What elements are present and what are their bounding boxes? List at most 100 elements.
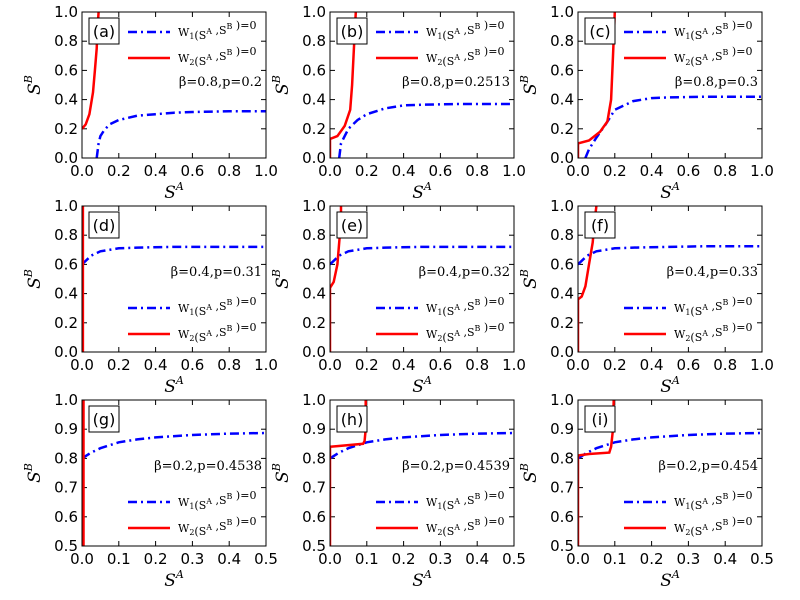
x-axis-label: SA: [164, 374, 184, 397]
panel-label-box: [336, 211, 368, 239]
x-axis-label: SA: [660, 374, 680, 397]
y-tick-label: 0.8: [550, 449, 574, 467]
x-tick-label: 1.0: [750, 162, 774, 180]
axes-frame: [329, 399, 515, 547]
x-tick-label: 0.8: [465, 162, 489, 180]
y-axis-label: SB: [270, 463, 293, 483]
panel-g: 0.0 0.1 0.2 0.3 0.4 0.5 0.5 0.6 0.7 0.8 0.9 1.0 (g) W…: [22, 391, 278, 591]
x-tick-label: 0.2: [355, 356, 379, 374]
plot-area: [330, 12, 514, 158]
x-tick-label: 1.0: [502, 356, 526, 374]
panel-c: 0.0 0.2 0.4 0.6 0.8 1.0 0.0 0.2 0.4 0.6 0.8 1.0 (c) W…: [518, 3, 774, 203]
y-tick-label: 0.4: [302, 91, 326, 109]
y-tick-label: 0.8: [302, 32, 326, 50]
x-tick-label: 0.5: [750, 550, 774, 568]
x-tick-label: 0.8: [217, 356, 241, 374]
x-tick-label: 0.1: [603, 550, 627, 568]
x-tick-label: 0.0: [70, 550, 94, 568]
y-tick-label: 0.6: [54, 508, 78, 526]
y-tick-label: 0.4: [550, 285, 574, 303]
y-axis-label: SB: [518, 75, 541, 95]
y-axis-label: SB: [270, 75, 293, 95]
x-tick-label: 0.2: [603, 162, 627, 180]
y-tick-label: 0.9: [54, 420, 78, 438]
x-tick-label: 0.0: [318, 162, 342, 180]
x-tick-label: 0.3: [428, 550, 452, 568]
x-tick-label: 0.6: [676, 162, 700, 180]
parameter-annotation: β=0.4,p=0.33: [667, 265, 758, 280]
w1-series-line: [337, 102, 514, 158]
y-tick-label: 0.2: [54, 314, 78, 332]
axes-frame: [81, 399, 267, 547]
x-tick-label: 0.4: [217, 550, 241, 568]
x-tick-label: 0.1: [355, 550, 379, 568]
panel-label: (a): [93, 22, 115, 41]
x-tick-label: 0.4: [392, 356, 416, 374]
y-axis-label: SB: [22, 463, 45, 483]
x-tick-label: 1.0: [502, 162, 526, 180]
panel-label-box: [88, 17, 120, 45]
panel-label: (c): [589, 22, 610, 41]
y-tick-label: 0.9: [302, 420, 326, 438]
legend-w1-label: W1(SA ,SB )=0: [178, 19, 256, 42]
y-tick-label: 0.0: [302, 149, 326, 167]
parameter-annotation: β=0.2,p=0.4538: [154, 459, 262, 474]
x-tick-label: 0.4: [640, 356, 664, 374]
parameter-annotation: β=0.4,p=0.32: [419, 265, 510, 280]
y-tick-label: 0.8: [54, 32, 78, 50]
y-tick-label: 0.5: [54, 537, 78, 555]
w1-series-line: [82, 245, 266, 266]
x-tick-label: 0.2: [603, 356, 627, 374]
w2-series-line: [330, 12, 358, 158]
x-tick-label: 1.0: [254, 162, 278, 180]
x-tick-label: 0.0: [566, 162, 590, 180]
y-tick-label: 0.2: [54, 120, 78, 138]
parameter-annotation: β=0.8,p=0.2: [179, 75, 262, 90]
axes-frame: [577, 399, 763, 547]
parameter-annotation: β=0.8,p=0.2513: [402, 75, 510, 90]
y-tick-label: 1.0: [302, 3, 326, 21]
legend-w2-label: W2(SA ,SB )=0: [178, 321, 256, 344]
y-tick-label: 0.8: [550, 32, 574, 50]
y-tick-label: 1.0: [302, 391, 326, 409]
x-tick-label: 0.4: [144, 356, 168, 374]
legend-w2-label: W2(SA ,SB )=0: [674, 515, 752, 538]
panel-f: 0.0 0.2 0.4 0.6 0.8 1.0 0.0 0.2 0.4 0.6 0.8 1.0 (f) W…: [518, 197, 774, 397]
plot-area: [82, 400, 266, 546]
plot-area: [578, 12, 762, 158]
y-tick-label: 0.0: [302, 343, 326, 361]
w1-series-line: [578, 431, 762, 460]
x-tick-label: 0.4: [640, 162, 664, 180]
y-axis-label: SB: [518, 269, 541, 289]
panel-d: 0.0 0.2 0.4 0.6 0.8 1.0 0.0 0.2 0.4 0.6 0.8 1.0 (d) W…: [22, 197, 278, 397]
legend-w1-label: W1(SA ,SB )=0: [426, 489, 504, 512]
panel-label: (d): [93, 216, 116, 235]
y-tick-label: 1.0: [550, 3, 574, 21]
y-tick-label: 0.6: [550, 508, 574, 526]
x-tick-label: 0.6: [676, 356, 700, 374]
y-tick-label: 0.2: [302, 314, 326, 332]
y-tick-label: 0.7: [54, 479, 78, 497]
x-tick-label: 0.4: [465, 550, 489, 568]
x-tick-label: 0.6: [180, 356, 204, 374]
legend-w1-label: W1(SA ,SB )=0: [674, 489, 752, 512]
y-tick-label: 0.6: [54, 255, 78, 273]
x-tick-label: 0.4: [392, 162, 416, 180]
panel-label-box: [336, 17, 368, 45]
x-tick-label: 0.5: [254, 550, 278, 568]
axes-frame: [577, 205, 763, 353]
parameter-annotation: β=0.8,p=0.3: [675, 75, 758, 90]
legend-w2-label: W2(SA ,SB )=0: [426, 321, 504, 344]
x-axis-label: SA: [412, 374, 432, 397]
w1-series-line: [82, 431, 266, 460]
x-tick-label: 0.6: [428, 162, 452, 180]
y-tick-label: 0.4: [54, 285, 78, 303]
y-tick-label: 0.6: [302, 255, 326, 273]
y-axis-label: SB: [22, 269, 45, 289]
x-tick-label: 0.8: [217, 162, 241, 180]
y-axis-label: SB: [518, 463, 541, 483]
legend-w1-label: W1(SA ,SB )=0: [178, 295, 256, 318]
w1-series-line: [95, 110, 266, 158]
x-axis-label: SA: [164, 568, 184, 591]
y-tick-label: 0.6: [302, 61, 326, 79]
